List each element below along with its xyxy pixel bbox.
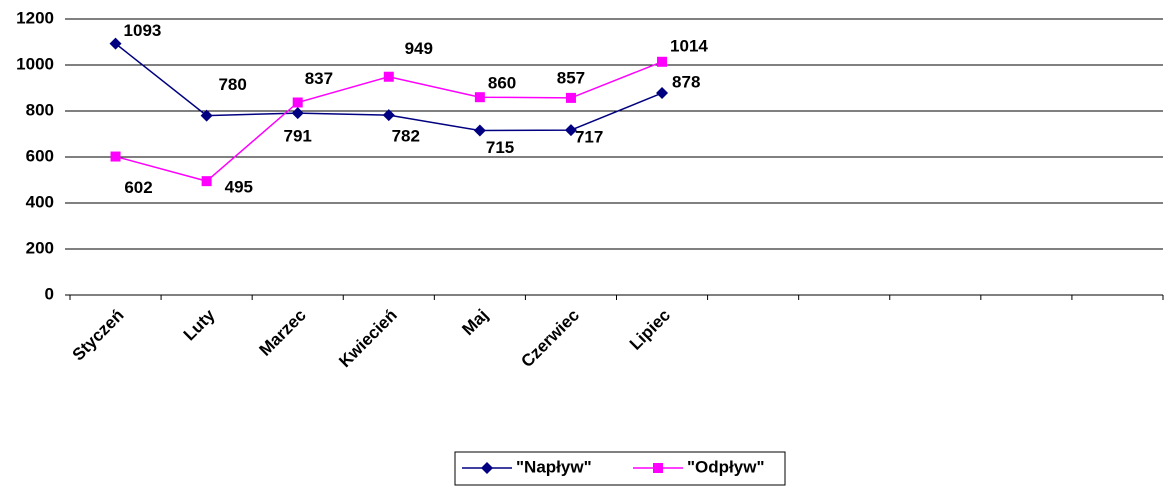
legend-label: "Odpływ" <box>687 457 765 476</box>
y-tick-label: 1200 <box>16 8 54 27</box>
data-label: 949 <box>405 39 433 58</box>
x-tick-label: Marzec <box>256 306 310 360</box>
marker <box>201 176 212 187</box>
x-tick-label: Kwiecień <box>335 306 401 372</box>
legend: "Napływ" "Odpływ" <box>454 451 786 486</box>
marker <box>656 87 669 100</box>
data-label: 780 <box>218 75 246 94</box>
data-label: 878 <box>672 73 700 92</box>
x-tick-label: Luty <box>180 305 219 344</box>
data-label: 715 <box>486 138 514 157</box>
y-tick-label: 1000 <box>16 54 54 73</box>
legend-label: "Napływ" <box>516 457 592 476</box>
data-label: 602 <box>124 178 152 197</box>
marker <box>565 92 576 103</box>
y-tick-label: 400 <box>26 192 54 211</box>
marker <box>110 151 121 162</box>
marker <box>382 109 395 122</box>
data-label: 837 <box>305 69 333 88</box>
data-label: 857 <box>557 68 585 87</box>
x-tick-label: Czerwiec <box>517 306 583 372</box>
legend-marker <box>653 463 663 473</box>
data-label: 782 <box>392 127 420 146</box>
marker <box>292 97 303 108</box>
data-label: 791 <box>284 127 312 146</box>
x-tick-label: Lipiec <box>626 306 674 354</box>
data-label: 860 <box>488 74 516 93</box>
marker <box>200 109 213 122</box>
data-label: 1093 <box>124 21 162 40</box>
data-label: 1014 <box>670 36 708 55</box>
marker <box>474 92 485 103</box>
x-tick-label: Maj <box>458 306 491 339</box>
marker <box>109 37 122 50</box>
data-label: 717 <box>575 128 603 147</box>
x-tick-label: Styczeń <box>69 306 128 365</box>
y-tick-label: 200 <box>26 238 54 257</box>
y-tick-label: 800 <box>26 100 54 119</box>
marker <box>383 71 394 82</box>
y-tick-label: 600 <box>26 146 54 165</box>
marker <box>291 107 304 120</box>
data-label: 495 <box>225 178 253 197</box>
y-tick-label: 0 <box>45 284 54 303</box>
legend-marker <box>481 462 493 474</box>
marker <box>657 56 668 67</box>
marker <box>564 124 577 137</box>
marker <box>473 124 486 137</box>
